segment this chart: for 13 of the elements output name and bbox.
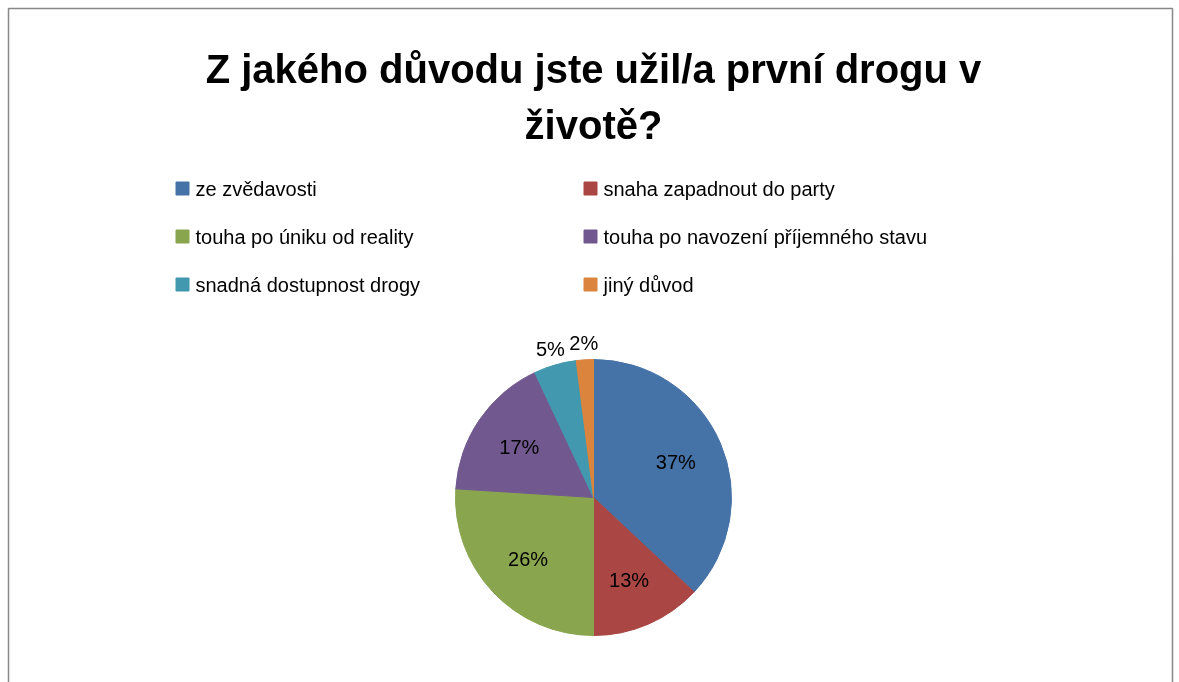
legend-label: ze zvědavosti	[195, 177, 317, 200]
legend-label: snaha zapadnout do party	[603, 177, 835, 200]
legend-label: snadná dostupnost drogy	[195, 273, 421, 296]
legend-label: touha po navození příjemného stavu	[603, 225, 928, 248]
legend-label: jiný důvod	[602, 273, 694, 296]
data-label: 37%	[655, 450, 697, 473]
chart-title: Z jakého důvodu jste užil/a první drogu v životě?	[205, 46, 983, 147]
data-label: 26%	[508, 547, 549, 570]
data-label: 5%	[535, 338, 566, 361]
data-label: 17%	[499, 436, 540, 459]
data-label: 2%	[569, 332, 599, 355]
legend-label: touha po úniku od reality	[195, 225, 414, 248]
data-label: 13%	[609, 568, 650, 591]
